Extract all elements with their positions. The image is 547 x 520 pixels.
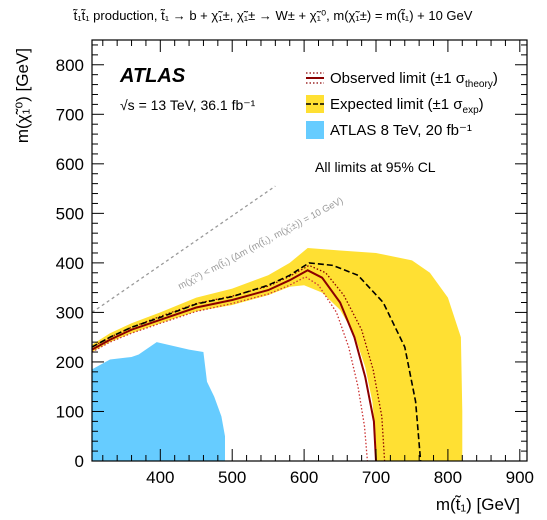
legend-label: ATLAS 8 TeV, 20 fb⁻¹ <box>330 122 472 139</box>
chart-title: t̃₁t̃₁ production, t̃₁ → b + χ̃₁±, χ̃₁± … <box>72 8 473 23</box>
kinematic-boundary-line <box>92 185 276 313</box>
legend-run1-swatch <box>306 121 324 139</box>
legend-label-main: ATLAS 8 TeV, 20 fb⁻¹ <box>330 122 472 139</box>
run1-excluded-region <box>92 342 225 461</box>
energy-label: √s = 13 TeV, 36.1 fb⁻¹ <box>120 97 256 113</box>
x-tick-label: 900 <box>506 468 534 487</box>
x-tick-label: 500 <box>218 468 246 487</box>
y-tick-label: 600 <box>56 155 84 174</box>
legend-label-subscript: exp <box>463 105 480 116</box>
expected-limit-line <box>92 262 422 461</box>
expected-band <box>92 248 463 461</box>
y-axis-title: m(χ̃₁⁰) [GeV] <box>13 48 32 143</box>
x-tick-label: 700 <box>362 468 390 487</box>
y-tick-label: 0 <box>75 452 84 471</box>
legend-label-tail: ) <box>493 70 498 87</box>
y-tick-label: 500 <box>56 204 84 223</box>
y-tick-label: 800 <box>56 56 84 75</box>
legend-label-main: Observed limit (±1 σ <box>330 70 466 87</box>
observed-plus-sigma-line <box>92 264 386 461</box>
legend-label-main: Expected limit (±1 σ <box>330 96 463 113</box>
observed-minus-sigma-line <box>92 276 369 461</box>
legend-entry: Expected limit (±1 σexp) <box>306 95 484 116</box>
y-tick-label: 400 <box>56 254 84 273</box>
legend-label-subscript: theory <box>465 79 493 90</box>
x-tick-label: 600 <box>290 468 318 487</box>
legend-entry: ATLAS 8 TeV, 20 fb⁻¹ <box>306 121 472 139</box>
x-axis-title: m(t̃₁) [GeV] <box>436 495 520 514</box>
y-tick-label: 300 <box>56 303 84 322</box>
y-tick-label: 100 <box>56 402 84 421</box>
legend-label: Expected limit (±1 σexp) <box>330 96 484 116</box>
y-tick-label: 200 <box>56 353 84 372</box>
x-tick-label: 800 <box>434 468 462 487</box>
x-tick-label: 400 <box>146 468 174 487</box>
y-tick-label: 700 <box>56 105 84 124</box>
legend-entry: Observed limit (±1 σtheory) <box>306 70 498 90</box>
chart-title-text: t̃₁t̃₁ production, t̃₁ → b + χ̃₁±, χ̃₁± … <box>72 8 473 23</box>
plot-area <box>92 185 463 461</box>
atlas-label: ATLAS <box>119 65 186 87</box>
legend-label: Observed limit (±1 σtheory) <box>330 70 498 90</box>
cl-note: All limits at 95% CL <box>315 159 436 175</box>
legend-label-tail: ) <box>479 96 484 113</box>
observed-limit-line <box>92 269 377 461</box>
plot-frame <box>91 39 528 462</box>
